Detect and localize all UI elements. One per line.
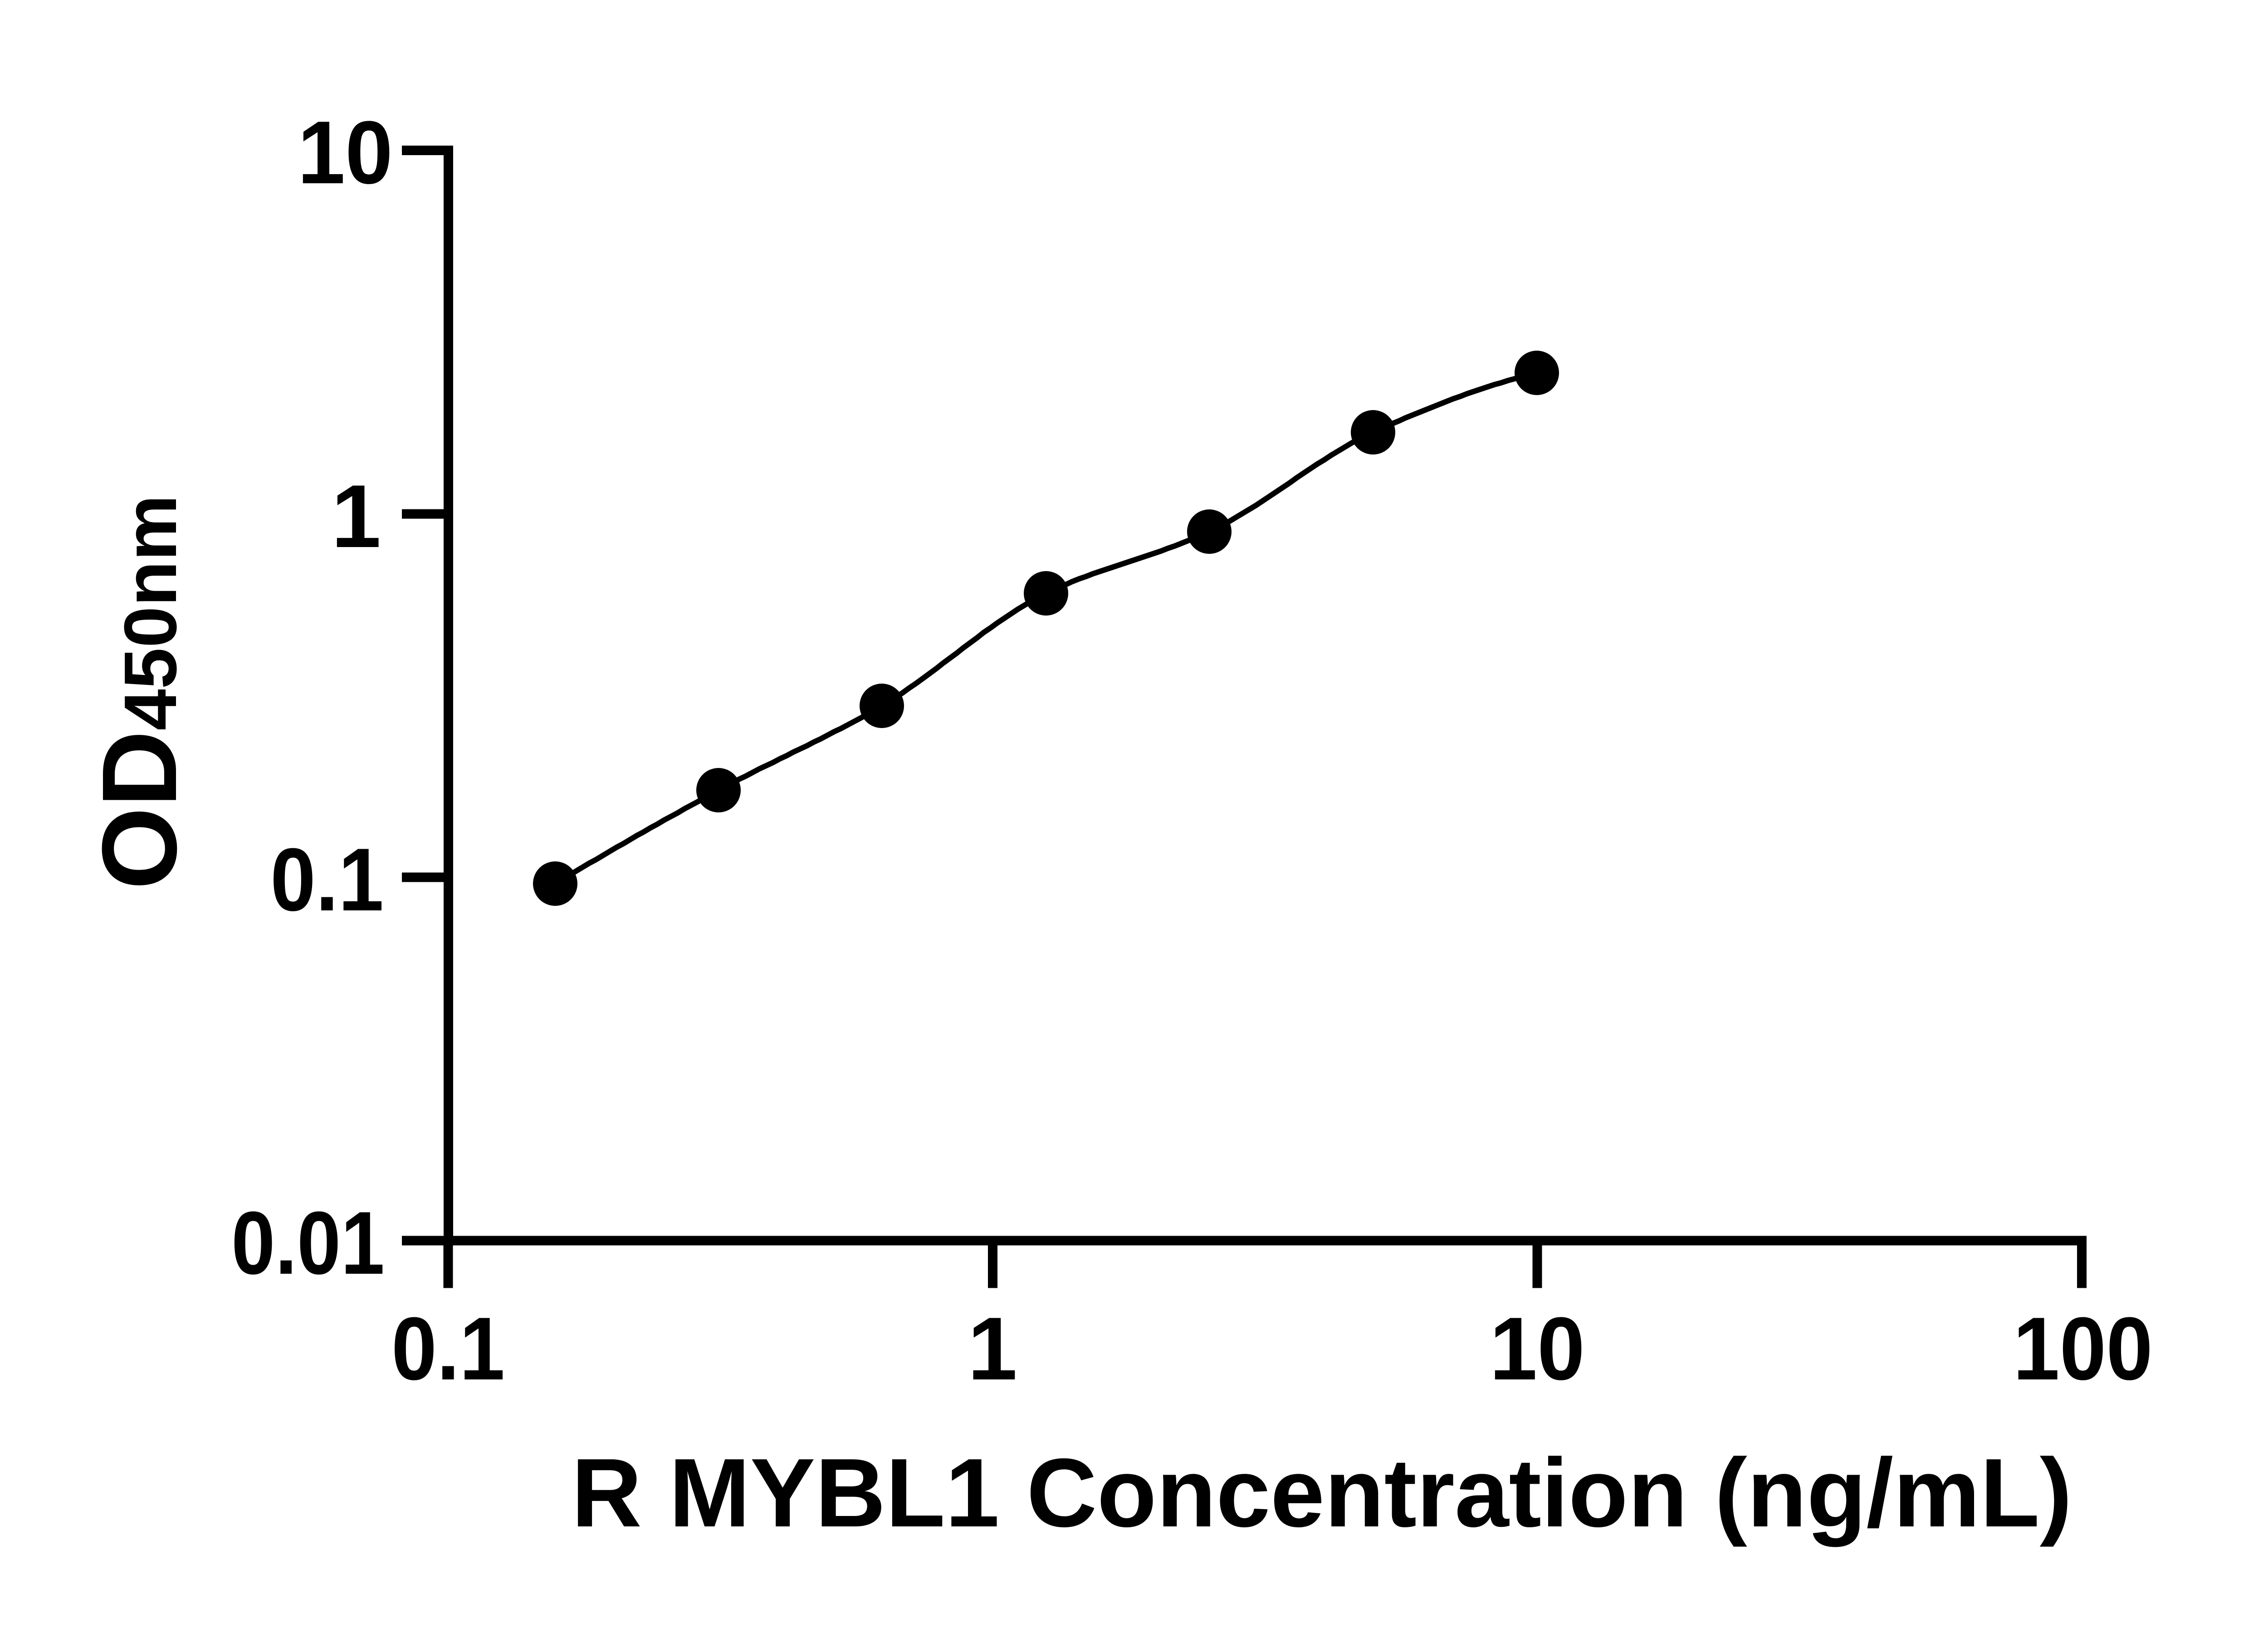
svg-text:0.01: 0.01: [231, 1193, 385, 1293]
svg-text:OD450nm: OD450nm: [80, 495, 199, 890]
svg-text:100: 100: [2013, 1299, 2153, 1398]
svg-text:0.1: 0.1: [391, 1299, 505, 1398]
svg-text:0.1: 0.1: [270, 830, 384, 929]
svg-text:10: 10: [298, 103, 393, 202]
svg-text:10: 10: [1490, 1299, 1585, 1398]
svg-text:1: 1: [331, 466, 381, 566]
svg-text:1: 1: [968, 1299, 1017, 1398]
svg-text:R MYBL1 Concentration (ng/mL): R MYBL1 Concentration (ng/mL): [572, 1438, 2072, 1547]
